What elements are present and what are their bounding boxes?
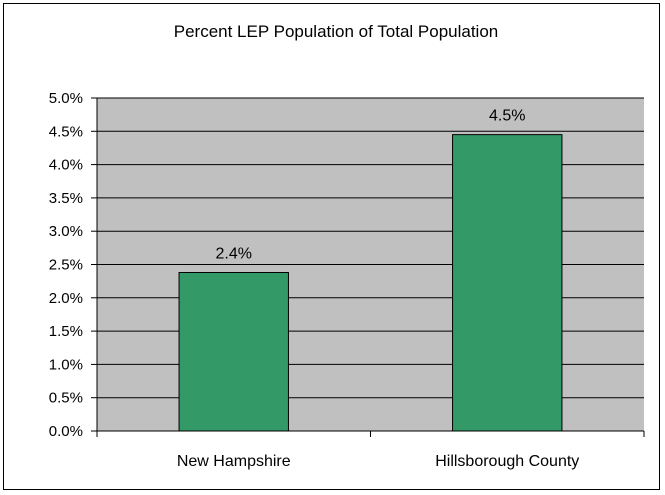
y-tick-label: 3.0%	[49, 223, 83, 240]
y-tick-label: 2.0%	[49, 290, 83, 307]
chart-title: Percent LEP Population of Total Populati…	[174, 22, 499, 41]
y-axis-ticks: 0.0% 0.5% 1.0% 1.5% 2.0% 2.5% 3.0% 3.5% 4.0% 4.5%…	[49, 90, 97, 440]
chart-frame: Percent LEP Population of Total Populati…	[3, 3, 660, 490]
x-category-label: New Hampshire	[177, 453, 291, 470]
y-tick-label: 0.5%	[49, 390, 83, 407]
x-category-label: Hillsborough County	[435, 453, 579, 470]
chart-svg: Percent LEP Population of Total Populati…	[49, 22, 645, 470]
y-tick-label: 4.5%	[49, 123, 83, 140]
bar-data-label: 4.5%	[489, 108, 525, 125]
bar-data-label: 2.4%	[216, 245, 252, 262]
y-tick-label: 0.0%	[49, 423, 83, 440]
y-tick-label: 2.5%	[49, 257, 83, 274]
y-tick-label: 4.0%	[49, 157, 83, 174]
y-tick-label: 3.5%	[49, 190, 83, 207]
bars	[178, 134, 563, 432]
bar	[452, 134, 563, 432]
y-tick-label: 1.5%	[49, 323, 83, 340]
y-tick-label: 5.0%	[49, 90, 83, 107]
y-tick-label: 1.0%	[49, 356, 83, 373]
x-axis-labels: New Hampshire Hillsborough County	[177, 453, 579, 470]
data-labels: 2.4% 4.5%	[216, 108, 526, 263]
bar	[178, 271, 289, 432]
